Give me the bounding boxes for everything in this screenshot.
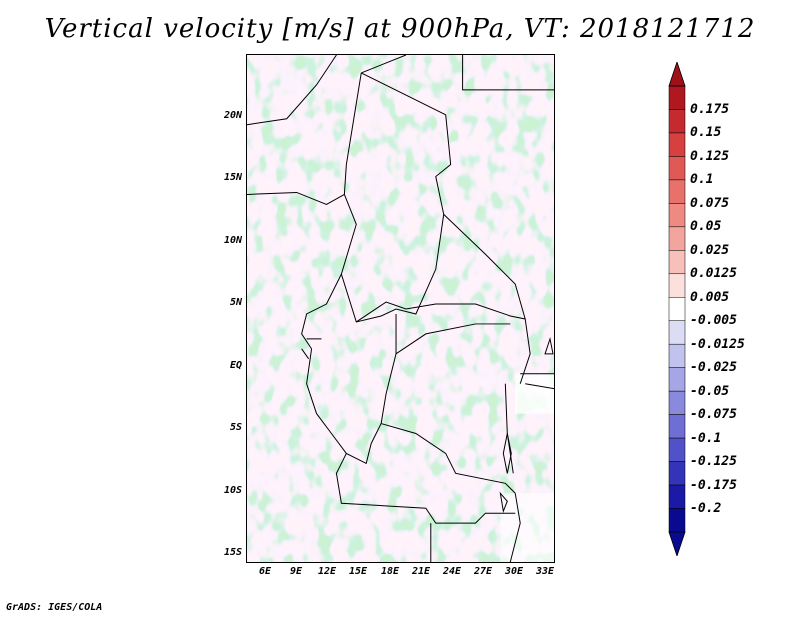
colorbar-label: -0.2: [690, 501, 722, 517]
lat-label-eq: EQ: [229, 360, 242, 371]
colorbar-label: 0.075: [690, 195, 730, 211]
colorbar-label: -0.1: [690, 430, 722, 446]
country-borders: [247, 55, 554, 562]
page-title: Vertical velocity [m/s] at 900hPa, VT: 2…: [44, 14, 756, 44]
lon-label-12e: 12E: [317, 566, 337, 577]
colorbar: [668, 62, 686, 556]
lon-label-24e: 24E: [442, 566, 462, 577]
colorbar-label: 0.15: [690, 125, 722, 141]
lat-label-15s: 15S: [223, 547, 242, 558]
lon-label-18e: 18E: [380, 566, 400, 577]
colorbar-label: -0.05: [690, 383, 730, 399]
colorbar-cell: [668, 367, 686, 392]
colorbar-cell: [668, 461, 686, 486]
credit-label: GrADS: IGES/COLA: [6, 602, 103, 613]
colorbar-cell: [668, 179, 686, 204]
colorbar-cell: [668, 132, 686, 157]
colorbar-cell: [668, 343, 686, 368]
lat-label-20n: 20N: [223, 110, 242, 121]
lat-label-10n: 10N: [223, 235, 242, 246]
lon-label-33e: 33E: [535, 566, 555, 577]
colorbar-cells: [668, 85, 686, 533]
colorbar-cell: [668, 320, 686, 345]
colorbar-label: -0.125: [690, 454, 737, 470]
colorbar-cell: [668, 156, 686, 181]
colorbar-cell: [668, 437, 686, 462]
colorbar-cell: [668, 508, 686, 533]
colorbar-top-arrow: [668, 62, 686, 87]
colorbar-label: 0.005: [690, 289, 730, 305]
colorbar-cell: [668, 273, 686, 298]
lon-label-30e: 30E: [504, 566, 524, 577]
lat-label-5n: 5N: [229, 297, 242, 308]
colorbar-cell: [668, 85, 686, 110]
colorbar-cell: [668, 226, 686, 251]
colorbar-label: 0.025: [690, 242, 730, 258]
lat-label-5s: 5S: [229, 422, 242, 433]
colorbar-cell: [668, 250, 686, 275]
lon-label-9e: 9E: [289, 566, 303, 577]
colorbar-cell: [668, 390, 686, 415]
colorbar-label: -0.005: [690, 313, 737, 329]
lon-label-27e: 27E: [473, 566, 493, 577]
colorbar-cell: [668, 297, 686, 321]
colorbar-label: 0.125: [690, 148, 730, 164]
colorbar-cell: [668, 109, 686, 134]
lat-label-15n: 15N: [223, 172, 242, 183]
colorbar-bottom-arrow: [668, 531, 686, 556]
colorbar-cell: [668, 414, 686, 439]
colorbar-label: 0.1: [690, 172, 714, 188]
lon-label-6e: 6E: [258, 566, 272, 577]
colorbar-label: -0.175: [690, 477, 737, 493]
colorbar-label: -0.075: [690, 407, 737, 423]
lakes: [499, 336, 554, 514]
colorbar-label: -0.0125: [690, 336, 745, 352]
colorbar-label: 0.175: [690, 101, 730, 117]
map-panel: [246, 54, 555, 563]
lon-label-21e: 21E: [411, 566, 431, 577]
colorbar-cell: [668, 484, 686, 509]
lat-label-10s: 10S: [223, 485, 242, 496]
velocity-field: [247, 55, 554, 562]
white-region-southeast: [500, 493, 554, 562]
lon-label-15e: 15E: [348, 566, 368, 577]
colorbar-label: 0.05: [690, 219, 722, 235]
colorbar-cell: [668, 203, 686, 228]
colorbar-label: -0.025: [690, 360, 737, 376]
colorbar-label: 0.0125: [690, 266, 737, 282]
